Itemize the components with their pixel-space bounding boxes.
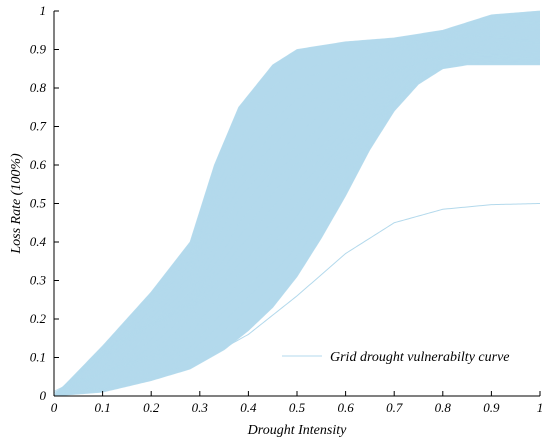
vulnerability-curve-line	[53, 34, 541, 394]
y-tick-label: 0.5	[30, 196, 47, 211]
x-axis-label: Drought Intensity	[247, 423, 347, 438]
x-tick-label: 0.5	[289, 400, 306, 415]
vulnerability-curve-line	[53, 19, 541, 396]
x-tick-label: 0.6	[337, 400, 354, 415]
y-tick-label: 1	[40, 3, 47, 18]
vulnerability-curve-line	[54, 51, 541, 397]
y-tick-label: 0.1	[30, 350, 46, 365]
legend: Grid drought vulnerabilty curve	[282, 350, 510, 365]
y-tick-label: 0.9	[30, 42, 47, 57]
y-tick-label: 0	[40, 388, 47, 403]
y-tick-label: 0.2	[30, 311, 47, 326]
vulnerability-curve-line	[53, 33, 541, 396]
vulnerability-curve-line	[53, 64, 540, 397]
legend-entry-label: Grid drought vulnerabilty curve	[330, 350, 510, 365]
vulnerability-curve-line	[53, 16, 541, 396]
vulnerability-curve-line	[53, 59, 541, 396]
vulnerability-curve-line	[53, 61, 541, 397]
axes: 0 0.1 0.2 0.3 0.4 0.5 0.6 0.7 0.8 0.9 1 0 0.1 0.2 0.3 0…	[30, 3, 544, 415]
vulnerability-curve-line	[53, 35, 541, 392]
vulnerability-curve-line	[53, 20, 541, 396]
x-tick-label: 0.4	[240, 400, 257, 415]
x-tick-label: 0.8	[435, 400, 452, 415]
x-tick-label: 0.1	[94, 400, 110, 415]
y-tick-label: 0.4	[30, 234, 47, 249]
x-tick-label: 0.9	[483, 400, 500, 415]
y-tick-label: 0.3	[30, 273, 47, 288]
x-tick-label: 0.3	[192, 400, 209, 415]
vulnerability-curve-line	[53, 54, 541, 396]
vulnerability-curve-line	[54, 23, 541, 397]
vulnerability-curve-line	[53, 21, 541, 397]
vulnerability-curve-line	[53, 56, 541, 396]
vulnerability-curve-line	[54, 41, 541, 397]
y-tick-label: 0.6	[30, 157, 47, 172]
y-tick-label: 0.7	[30, 119, 47, 134]
x-tick-label: 0.2	[143, 400, 160, 415]
x-tick-label: 0	[51, 400, 58, 415]
y-axis-label: Loss Rate (100%)	[9, 153, 24, 255]
x-tick-label: 1	[537, 400, 544, 415]
vulnerability-curve-line	[53, 39, 541, 396]
x-tick-label: 0.7	[386, 400, 403, 415]
vulnerability-curve-line	[53, 10, 541, 397]
plot-area	[53, 10, 541, 397]
y-tick-label: 0.8	[30, 80, 47, 95]
vulnerability-curve-line	[53, 13, 541, 397]
vulnerability-curve-line	[53, 37, 541, 394]
outlier-curve-line	[53, 203, 541, 397]
